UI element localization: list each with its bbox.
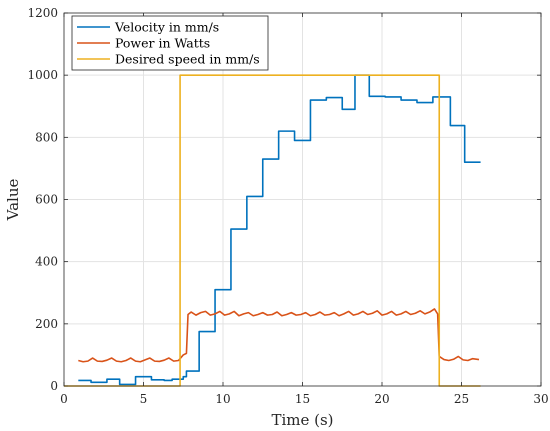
legend-label: Velocity in mm/s <box>114 20 219 35</box>
series-0 <box>78 74 481 386</box>
y-axis-label: Value <box>4 179 22 222</box>
legend-label: Power in Watts <box>115 36 210 51</box>
x-tick-label: 5 <box>140 392 148 406</box>
series-1 <box>78 308 480 363</box>
series-2 <box>64 74 481 387</box>
y-tick-label: 0 <box>50 379 58 393</box>
x-tick-label: 30 <box>533 392 548 406</box>
y-tick-label: 400 <box>35 255 58 269</box>
x-tick-label: 25 <box>454 392 469 406</box>
y-tick-label: 800 <box>35 130 58 144</box>
x-axis-label: Time (s) <box>271 411 333 429</box>
x-tick-label: 20 <box>374 392 389 406</box>
y-tick-label: 1000 <box>27 68 58 82</box>
x-tick-label: 15 <box>295 392 310 406</box>
series-line <box>78 308 480 363</box>
y-tick-label: 600 <box>35 193 58 207</box>
series-layer <box>64 74 481 387</box>
legend-label: Desired speed in mm/s <box>115 52 260 67</box>
series-line <box>64 74 481 387</box>
y-tick-label: 200 <box>35 317 58 331</box>
y-tick-label: 1200 <box>27 6 58 20</box>
ticks: 0 5 10 15 20 25 30 0 200 400 600 800 1000 1200 <box>27 6 548 406</box>
x-tick-label: 10 <box>215 392 230 406</box>
x-tick-label: 0 <box>60 392 68 406</box>
series-line <box>78 74 481 386</box>
